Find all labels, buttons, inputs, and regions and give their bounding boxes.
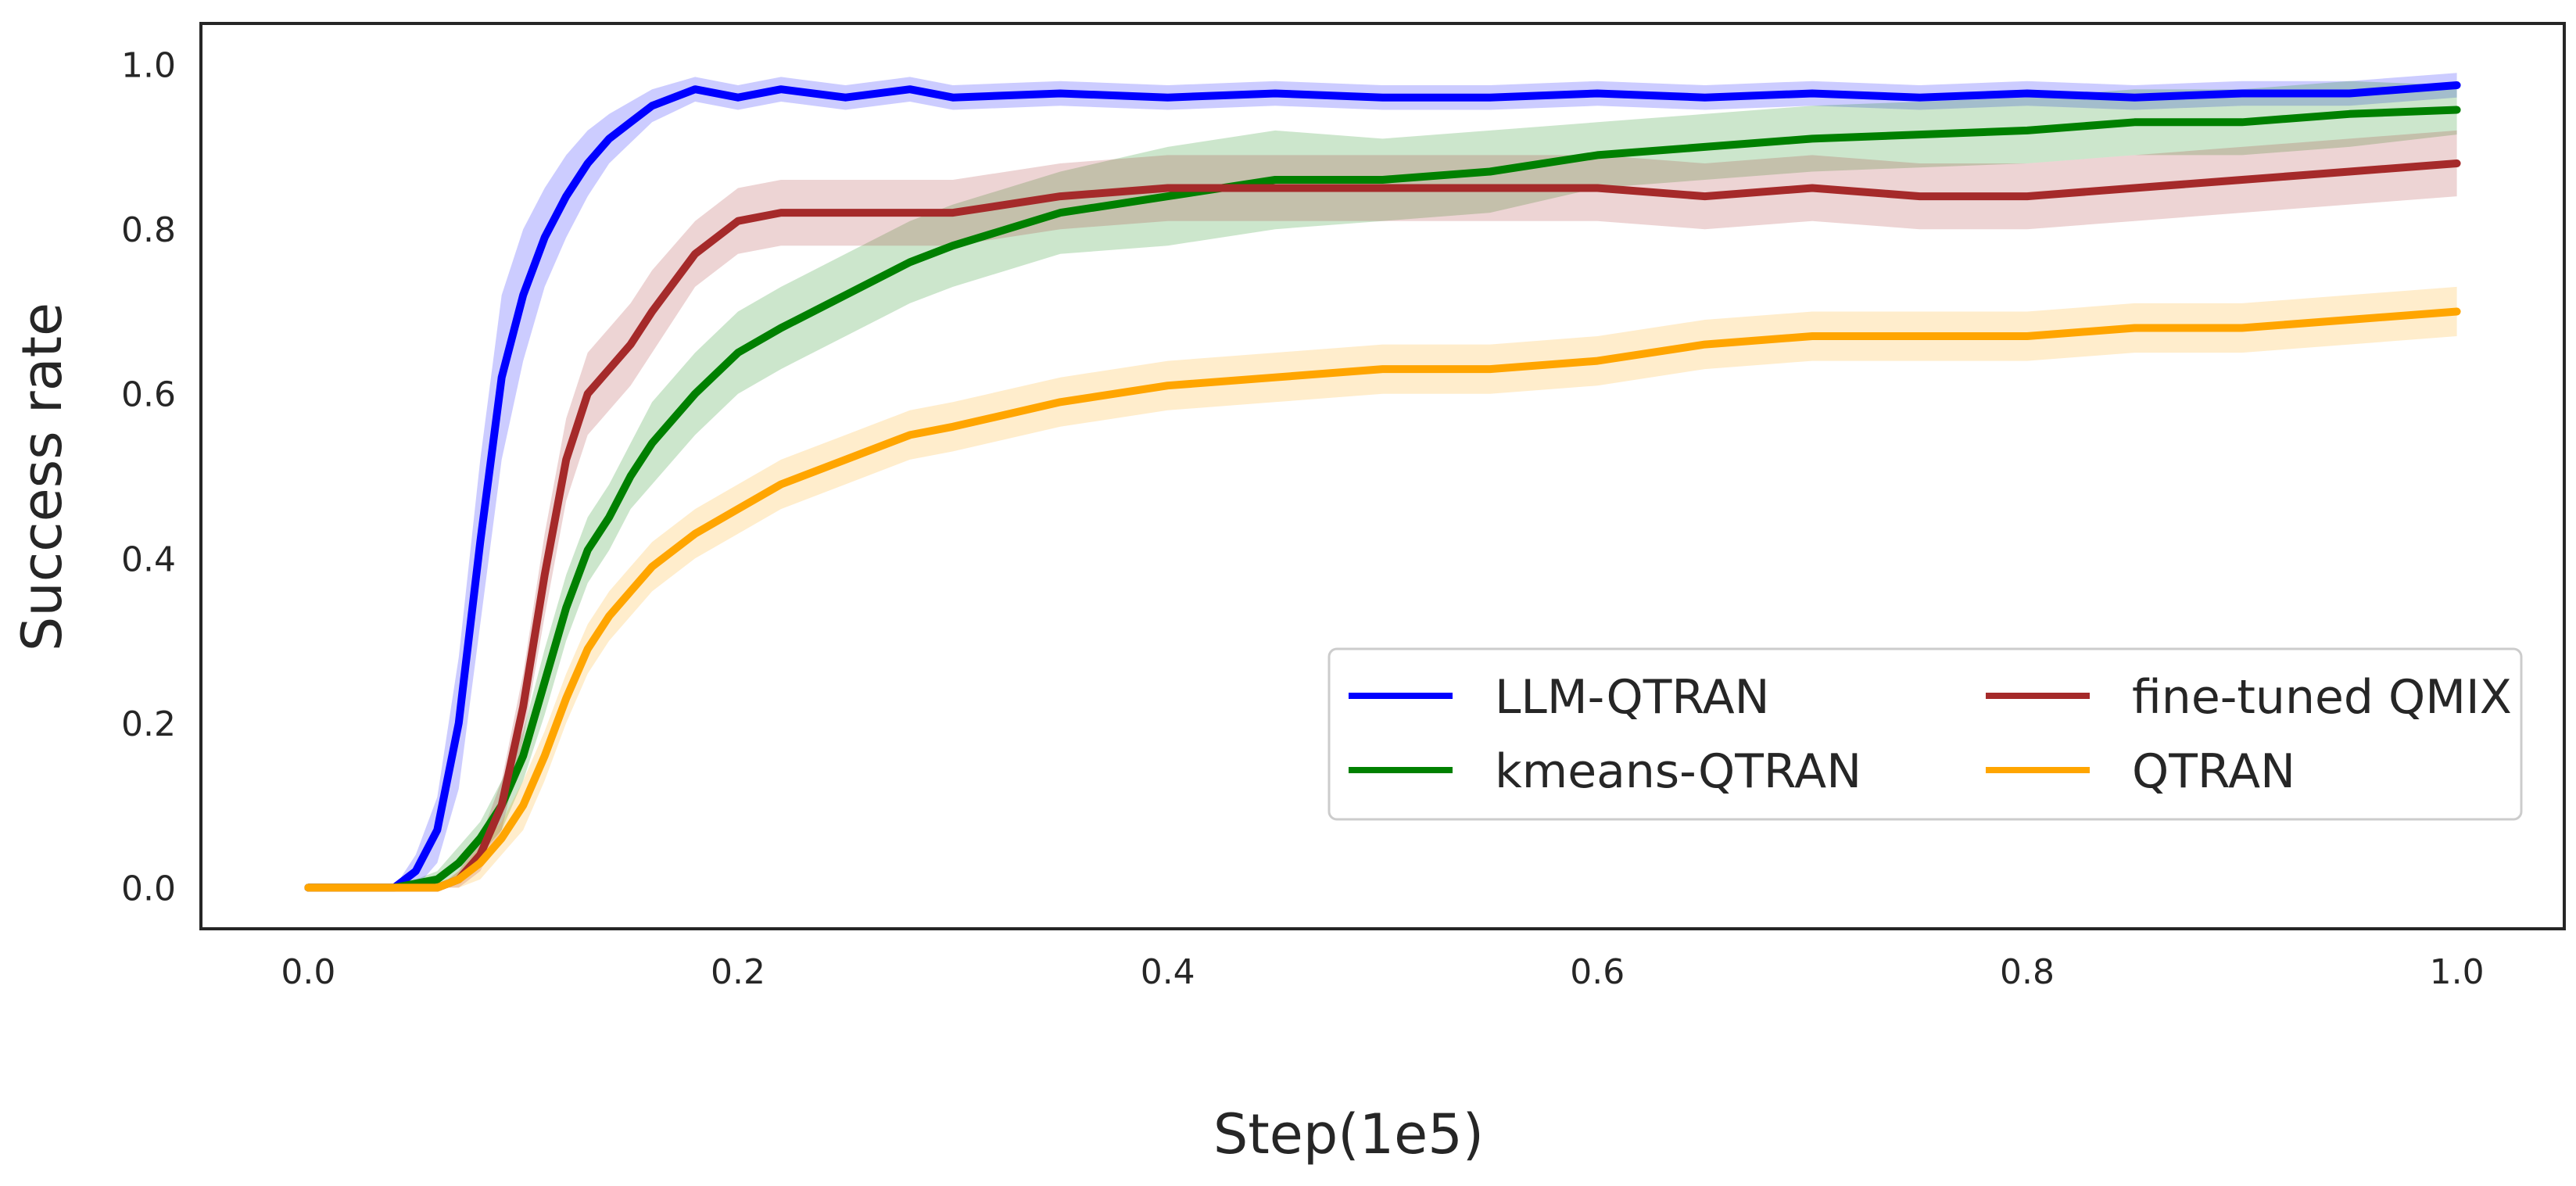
band-kmeans-qtran (308, 81, 2457, 888)
x-axis-title: Step(1e5) (1213, 1102, 1484, 1166)
series-line-fine-tuned-qmix (304, 159, 2461, 892)
legend: LLM-QTRAN kmeans-QTRAN fine-tuned QMIX Q… (1327, 647, 2523, 821)
y-axis-title: Success rate (10, 303, 74, 651)
x-tick-label: 0.8 (2000, 952, 2055, 992)
x-tick-label: 0.2 (711, 952, 765, 992)
y-tick-label: 1.0 (121, 46, 176, 86)
legend-label-qtran: QTRAN (2132, 744, 2295, 799)
legend-label-llm-qtran: LLM-QTRAN (1495, 670, 1770, 725)
series-line-llm-qtran (304, 81, 2461, 892)
y-tick-label: 0.2 (121, 704, 176, 744)
legend-label-fine-tuned-qmix: fine-tuned QMIX (2132, 670, 2512, 725)
y-tick-label: 0.8 (121, 210, 176, 250)
band-qtran (308, 286, 2457, 888)
x-tick-label: 0.0 (281, 952, 335, 992)
x-tick-label: 0.6 (1570, 952, 1625, 992)
confidence-bands (308, 73, 2457, 888)
y-tick-label: 0.0 (121, 869, 176, 908)
y-tick-label: 0.4 (121, 539, 176, 579)
x-axis-ticks: 0.0 0.2 0.4 0.6 0.8 1.0 (281, 952, 2484, 992)
x-tick-label: 1.0 (2430, 952, 2485, 992)
legend-box (1327, 647, 2523, 821)
y-tick-label: 0.6 (121, 375, 176, 415)
plot-frame (199, 22, 2566, 930)
y-axis-ticks: 0.0 0.2 0.4 0.6 0.8 1.0 (121, 46, 176, 909)
band-fine-tuned-qmix (308, 130, 2457, 888)
legend-label-kmeans-qtran: kmeans-QTRAN (1495, 744, 1861, 799)
series-lines (304, 81, 2461, 892)
series-line-qtran (304, 307, 2461, 892)
x-tick-label: 0.4 (1141, 952, 1195, 992)
